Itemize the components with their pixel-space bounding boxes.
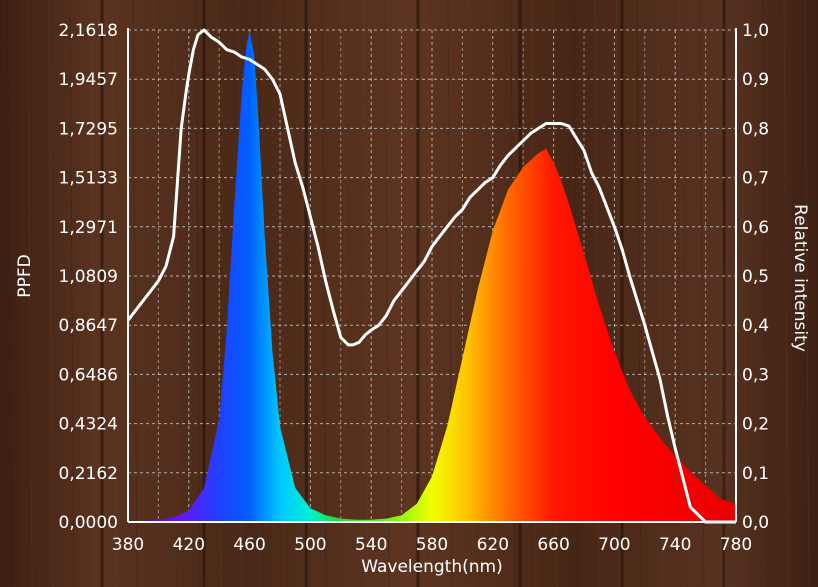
wood-grain-line [363, 0, 369, 587]
right-axis-ticks: 0,0 0,1 0,2 0,3 0,4 0,5 0,6 0,7 0,8 0,9 1,0 [742, 21, 769, 533]
wood-grain-line [153, 0, 159, 587]
right-tick-label: 1,0 [742, 21, 769, 41]
x-tick-label: 700 [598, 535, 630, 555]
x-tick-label: 500 [294, 535, 326, 555]
wood-grain-line [6, 0, 12, 587]
x-tick-label: 460 [233, 535, 265, 555]
x-axis-ticks: 380 420 460 500 540 580 620 660 700 740 780 [112, 535, 752, 555]
x-tick-label: 580 [416, 535, 448, 555]
wood-grain-line [741, 0, 747, 587]
wood-grain-line [69, 0, 75, 587]
left-tick-label: 0,0000 [59, 513, 118, 533]
right-tick-label: 0,9 [742, 70, 769, 90]
plot-frame [127, 28, 737, 523]
plot-series [126, 28, 736, 524]
left-tick-label: 0,8647 [59, 316, 118, 336]
right-tick-label: 0,7 [742, 169, 769, 189]
x-tick-label: 740 [659, 535, 691, 555]
left-tick-label: 1,7295 [59, 119, 118, 139]
right-axis-title: Relative intensity [790, 204, 810, 352]
x-tick-label: 380 [112, 535, 144, 555]
left-tick-label: 0,2162 [59, 464, 118, 484]
wood-grain-line [405, 0, 411, 587]
left-tick-label: 0,6486 [59, 365, 118, 385]
wood-grain-line [342, 0, 348, 587]
left-axis-ticks: 0,0000 0,2162 0,4324 0,6486 0,8647 1,0809 1,29… [59, 21, 118, 533]
wood-grain-line [783, 0, 789, 587]
x-tick-label: 620 [477, 535, 509, 555]
x-tick-label: 660 [537, 535, 569, 555]
wood-grain-line [27, 0, 33, 587]
wood-grain-line [762, 0, 768, 587]
right-tick-label: 0,0 [742, 513, 769, 533]
x-tick-label: 540 [355, 535, 387, 555]
right-tick-label: 0,5 [742, 267, 769, 287]
left-tick-label: 0,4324 [59, 415, 118, 435]
left-tick-label: 2,1618 [59, 21, 118, 41]
wood-grain-line [174, 0, 180, 587]
left-tick-label: 1,5133 [59, 169, 118, 189]
wood-grain-line [195, 0, 201, 587]
wood-grain-line [90, 0, 96, 587]
right-tick-label: 0,8 [742, 119, 769, 139]
x-tick-label: 420 [173, 535, 205, 555]
left-axis-title: PPFD [15, 254, 35, 297]
left-tick-label: 1,2971 [59, 218, 118, 238]
x-axis-title: Wavelength(nm) [361, 557, 502, 577]
right-tick-label: 0,1 [742, 464, 769, 484]
wood-grain-line [48, 0, 54, 587]
wood-grain-line [321, 0, 327, 587]
right-tick-label: 0,6 [742, 218, 769, 238]
wood-grain-line [384, 0, 390, 587]
relative-intensity-line [126, 28, 736, 524]
x-tick-label: 780 [720, 535, 752, 555]
wood-grain-line [720, 0, 726, 587]
wood-grain-line [7, 0, 13, 587]
left-tick-label: 1,0809 [59, 267, 118, 287]
left-tick-label: 1,9457 [59, 70, 118, 90]
right-tick-label: 0,4 [742, 316, 769, 336]
wood-grain-line [111, 0, 117, 587]
wood-grain-line [804, 0, 810, 587]
right-tick-label: 0,2 [742, 415, 769, 435]
wood-grain-line [300, 0, 306, 587]
wood-grain-line [132, 0, 138, 587]
right-tick-label: 0,3 [742, 365, 769, 385]
ppfd-spectrum-area [128, 30, 736, 523]
